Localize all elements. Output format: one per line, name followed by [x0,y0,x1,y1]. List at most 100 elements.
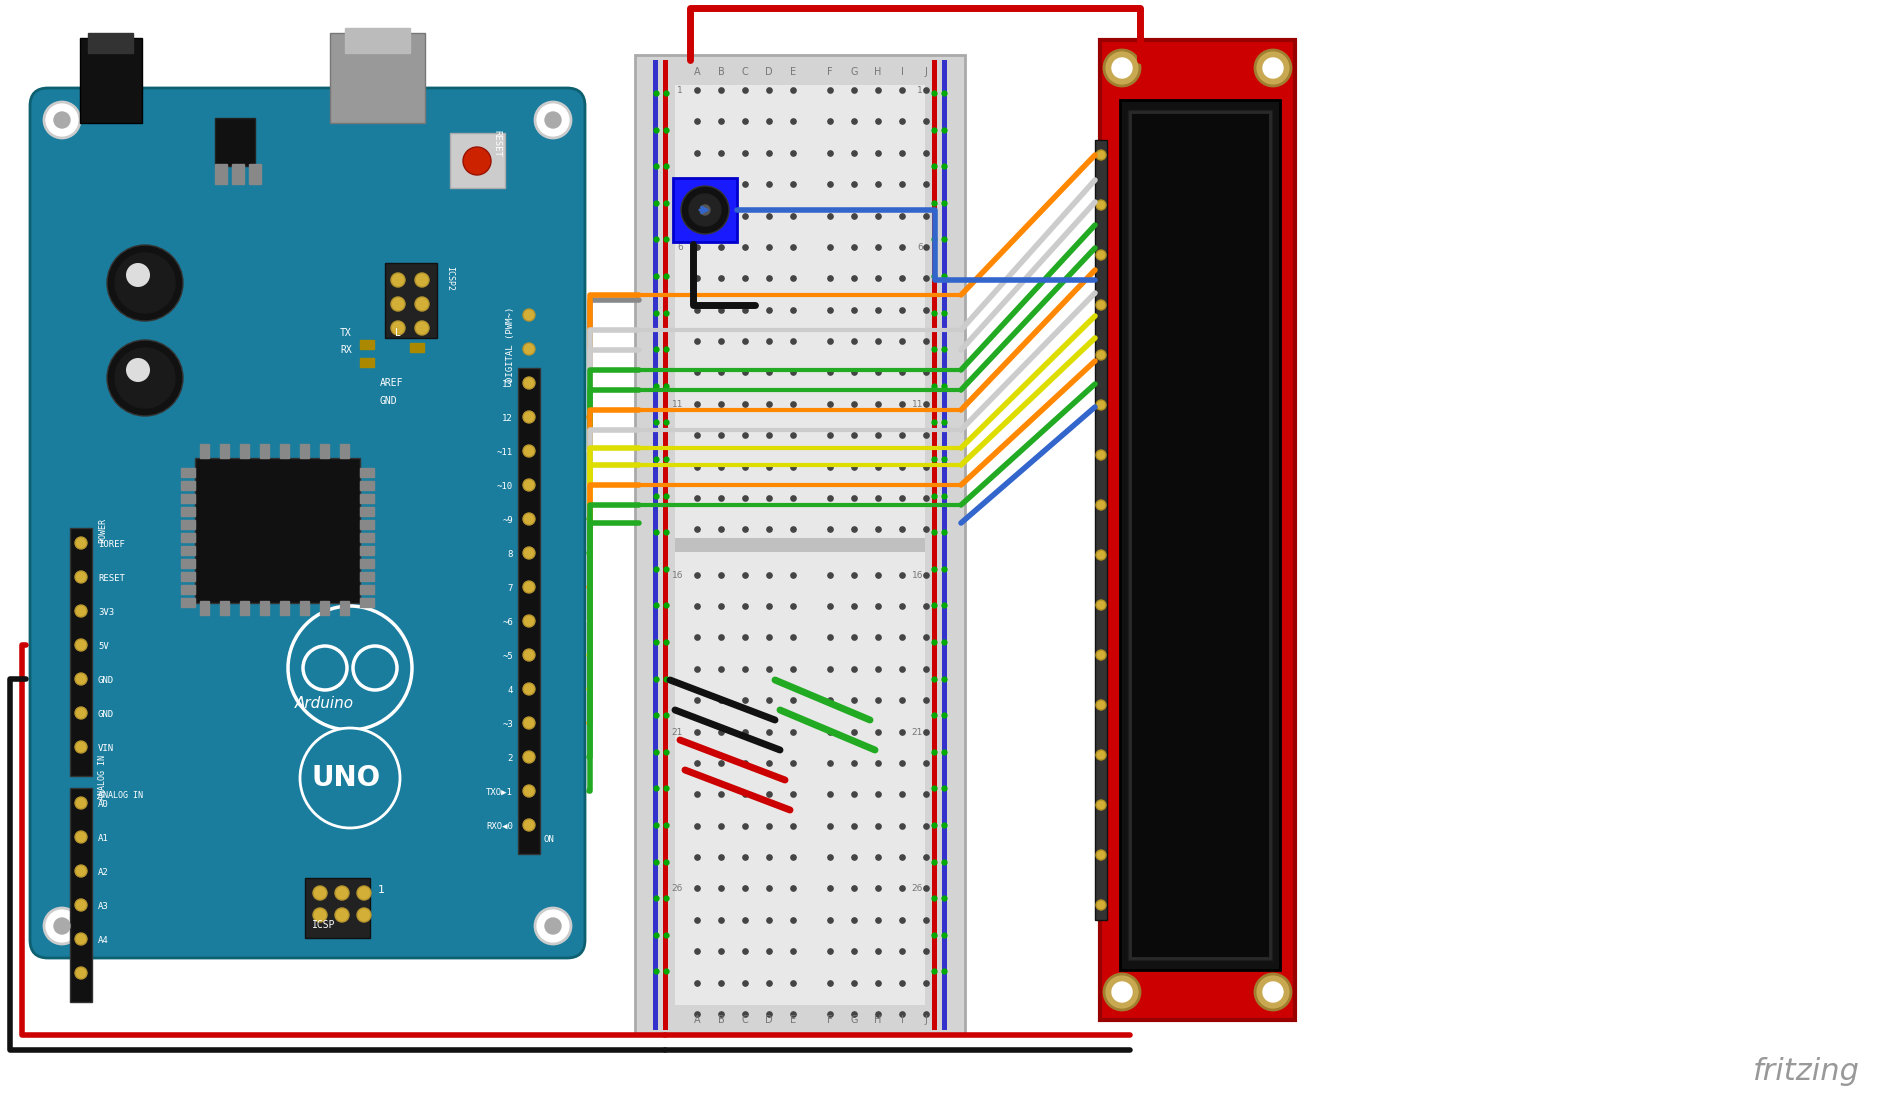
Circle shape [1096,750,1105,760]
Text: ICSP: ICSP [312,920,335,930]
Text: B: B [717,1015,725,1025]
Text: H: H [875,1015,883,1025]
Text: 3V3: 3V3 [99,608,114,617]
Bar [70,528,91,776]
Circle shape [523,377,534,388]
Bar [320,444,329,458]
Circle shape [1096,700,1105,710]
Text: RESET: RESET [99,574,126,583]
Text: TX: TX [340,327,352,339]
Circle shape [415,321,430,335]
Bar [359,572,375,581]
Text: GND: GND [99,676,114,685]
Circle shape [689,194,721,226]
Circle shape [523,649,534,660]
Text: POWER: POWER [99,518,107,543]
Circle shape [534,102,571,138]
Text: A5: A5 [99,970,108,979]
Circle shape [301,728,399,828]
Circle shape [74,605,87,617]
Circle shape [74,537,87,549]
Circle shape [1096,850,1105,860]
Text: 4: 4 [508,686,514,695]
Text: D: D [765,1015,772,1025]
Text: 5V: 5V [99,642,108,650]
Circle shape [1113,982,1132,1002]
Text: G: G [850,67,858,77]
Circle shape [523,819,534,831]
Text: 26: 26 [671,885,683,894]
Circle shape [392,273,405,287]
Circle shape [74,831,87,842]
Bar [359,359,375,367]
Bar [932,60,938,1030]
Bar [359,519,375,529]
Bar [451,133,506,188]
Bar [359,598,375,607]
Circle shape [1255,973,1291,1010]
Bar [384,263,437,339]
Circle shape [546,918,561,934]
Text: F: F [827,67,833,77]
Text: ~10: ~10 [496,482,514,491]
Text: fritzing: fritzing [1754,1057,1860,1086]
Circle shape [126,263,150,287]
Text: TXO▶1: TXO▶1 [487,788,514,797]
Bar [181,519,196,529]
Bar [240,444,249,458]
Text: ~6: ~6 [502,618,514,627]
Text: A3: A3 [99,902,108,911]
Circle shape [1096,650,1105,660]
Text: ~5: ~5 [502,652,514,660]
Circle shape [74,741,87,753]
Bar [340,444,348,458]
Text: 12: 12 [502,414,514,423]
Bar [635,56,964,1035]
Bar [280,444,289,458]
Bar [344,28,411,53]
Circle shape [700,205,709,215]
Bar [215,118,255,166]
Bar [1130,112,1271,958]
Circle shape [74,571,87,583]
Text: 1: 1 [378,885,384,895]
Text: 21: 21 [671,727,683,737]
Bar [181,585,196,594]
Bar [181,507,196,516]
Bar [411,343,424,352]
Text: GND: GND [99,710,114,719]
Circle shape [1263,982,1284,1002]
Bar [359,559,375,568]
Circle shape [415,297,430,311]
Circle shape [1096,200,1105,210]
Text: AREF: AREF [380,379,403,388]
Circle shape [74,797,87,809]
Circle shape [523,615,534,627]
Circle shape [53,918,70,934]
Bar [221,601,228,615]
Bar [359,546,375,555]
Text: DIGITAL (PWM~): DIGITAL (PWM~) [506,306,515,382]
Bar [359,340,375,349]
Bar [359,507,375,516]
Bar [261,444,268,458]
Circle shape [114,253,175,313]
Text: E: E [789,1015,797,1025]
Text: VIN: VIN [99,744,114,753]
Bar [359,533,375,542]
Bar [181,533,196,542]
Circle shape [314,908,327,922]
Text: J: J [924,67,928,77]
Text: ~3: ~3 [502,720,514,729]
Bar [359,585,375,594]
Bar [80,38,143,123]
Circle shape [1263,58,1284,78]
Circle shape [1255,50,1291,85]
Bar [232,164,243,184]
Text: 7: 7 [508,584,514,593]
Bar [70,788,91,1002]
Circle shape [523,411,534,423]
Text: C: C [742,67,747,77]
Circle shape [523,480,534,491]
Circle shape [523,683,534,695]
